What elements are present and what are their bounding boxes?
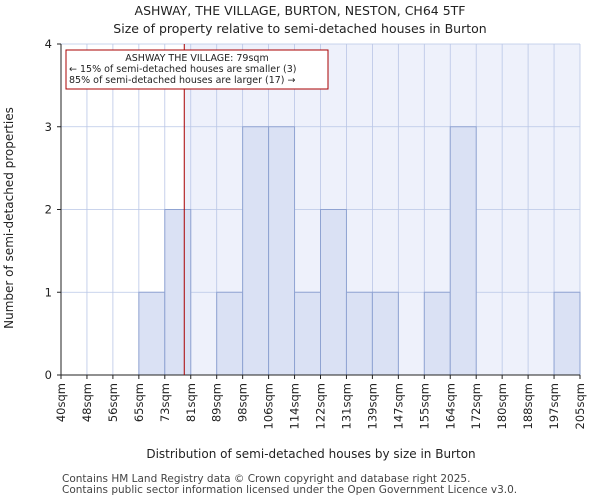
x-tick-label: 114sqm [288, 383, 302, 429]
x-tick-label: 89sqm [210, 383, 224, 422]
x-tick-label: 188sqm [521, 383, 535, 429]
bar [423, 291, 451, 376]
bar [553, 291, 581, 376]
annotation-line1: ASHWAY THE VILLAGE: 79sqm [125, 53, 268, 64]
x-tick-label: 155sqm [417, 383, 431, 429]
bar [242, 126, 270, 376]
annotation-box: ASHWAY THE VILLAGE: 79sqm ← 15% of semi-… [65, 49, 329, 90]
x-tick-label: 197sqm [547, 383, 561, 429]
bar [268, 126, 296, 376]
y-tick-label: 3 [45, 120, 52, 134]
x-tick-label: 139sqm [365, 383, 379, 429]
x-tick-label: 164sqm [443, 383, 457, 429]
bar [345, 291, 373, 376]
x-tick-label: 106sqm [262, 383, 276, 429]
y-tick-label: 0 [45, 368, 52, 382]
chart-title-line2: Size of property relative to semi-detach… [113, 21, 486, 36]
bar [320, 209, 347, 376]
annotation-line3: 85% of semi-detached houses are larger (… [69, 75, 296, 86]
x-tick-label: 65sqm [132, 383, 146, 422]
footer-line1: Contains HM Land Registry data © Crown c… [62, 473, 470, 485]
x-tick-label: 180sqm [495, 383, 509, 429]
bar [371, 291, 399, 376]
x-tick-label: 122sqm [314, 383, 328, 429]
x-tick-label: 131sqm [339, 383, 353, 429]
bar [294, 291, 321, 376]
x-tick-label: 172sqm [469, 383, 483, 429]
y-ticks: 0 1 2 3 4 [45, 37, 61, 382]
annotation-line2: ← 15% of semi-detached houses are smalle… [69, 64, 297, 75]
y-axis-label: Number of semi-detached properties [2, 107, 16, 329]
bar [216, 291, 244, 376]
x-tick-label: 205sqm [573, 383, 587, 429]
y-tick-label: 1 [45, 285, 52, 299]
x-ticks: 40sqm 48sqm 56sqm 65sqm 73sqm 81sqm 89sqm 98sqm… [54, 375, 587, 429]
x-tick-label: 48sqm [80, 383, 94, 422]
x-tick-label: 98sqm [236, 383, 250, 422]
footer-line2: Contains public sector information licen… [62, 484, 517, 496]
x-tick-label: 73sqm [158, 383, 172, 422]
y-tick-label: 4 [45, 37, 52, 51]
bar [164, 209, 192, 376]
chart-title-line1: ASHWAY, THE VILLAGE, BURTON, NESTON, CH6… [135, 3, 466, 18]
bar [449, 126, 477, 376]
x-axis-label: Distribution of semi-detached houses by … [146, 447, 475, 461]
x-tick-label: 56sqm [106, 383, 120, 422]
x-tick-label: 40sqm [54, 383, 68, 422]
y-tick-label: 2 [45, 203, 52, 217]
x-tick-label: 81sqm [184, 383, 198, 422]
bars [138, 126, 581, 376]
bar [138, 291, 166, 376]
x-tick-label: 147sqm [391, 383, 405, 429]
